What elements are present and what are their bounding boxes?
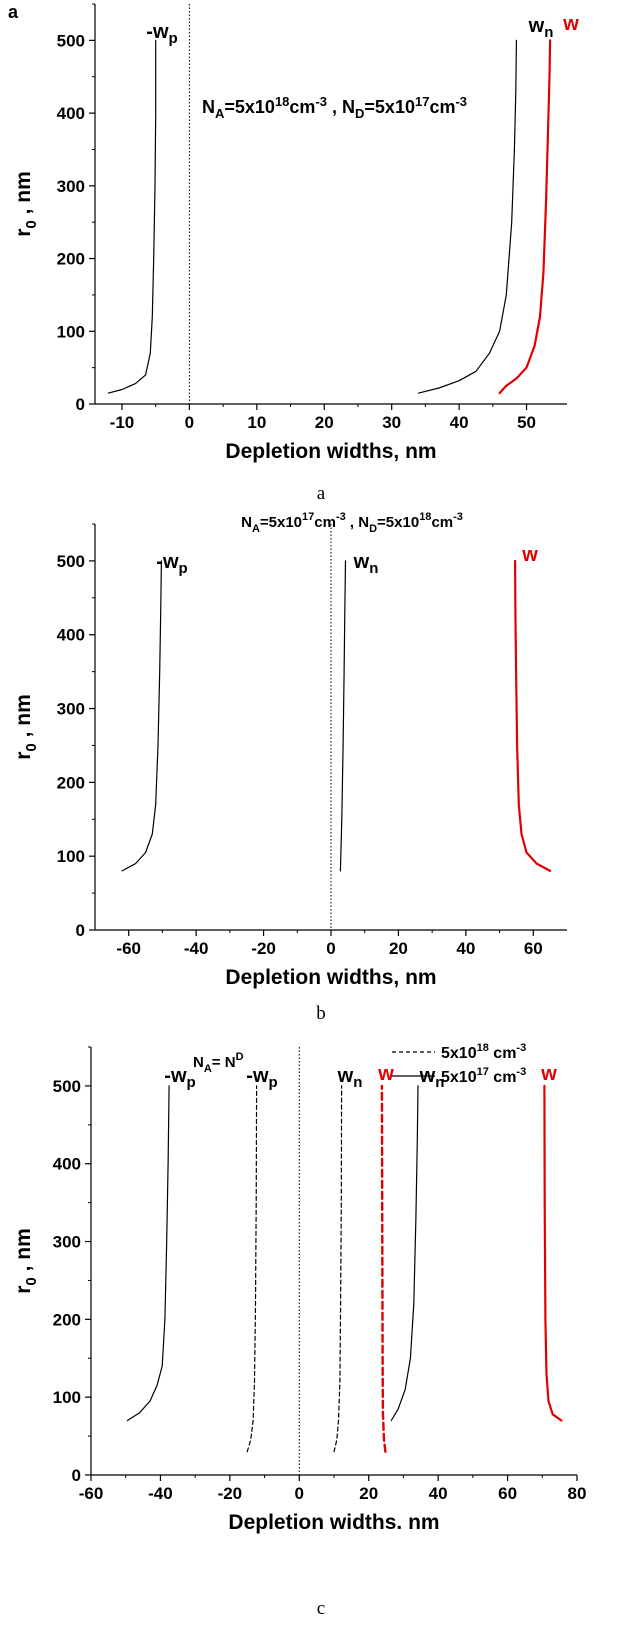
x-tick-label: 10 bbox=[247, 413, 266, 432]
y-tick-label: 200 bbox=[53, 1310, 81, 1329]
series-label-2: wn bbox=[353, 551, 379, 577]
series-label-2: -wp bbox=[246, 1065, 277, 1091]
x-tick-label: 20 bbox=[359, 1484, 378, 1503]
y-tick-label: 500 bbox=[57, 31, 85, 50]
series-line-2 bbox=[418, 39, 517, 394]
x-tick-label: 40 bbox=[429, 1484, 448, 1503]
caption-c: c bbox=[317, 1598, 325, 1619]
series-line-3 bbox=[333, 1085, 343, 1453]
series-line-2 bbox=[339, 560, 347, 872]
y-tick-label: 100 bbox=[57, 322, 85, 341]
chart-panel-2: -60 -40 -20 0 20 40 60 0 100 200 300 400 500 Depletio… bbox=[12, 511, 567, 989]
y-tick-label: 400 bbox=[57, 626, 85, 645]
caption-b: b bbox=[316, 1003, 326, 1024]
legend-label: 5x1018 cm-3 bbox=[441, 1042, 526, 1062]
y-axis-title: r0 , nm bbox=[12, 1228, 40, 1294]
x-tick-label: 50 bbox=[517, 413, 536, 432]
series-label-1: -wp bbox=[164, 1065, 195, 1091]
x-tick-label: -10 bbox=[110, 413, 135, 432]
x-tick-label: 20 bbox=[315, 413, 334, 432]
series-label-2: wn bbox=[528, 15, 554, 41]
y-tick-label: 200 bbox=[57, 773, 85, 792]
x-tick-label: -60 bbox=[116, 939, 141, 958]
x-tick-label: 80 bbox=[568, 1484, 587, 1503]
x-tick-label: -40 bbox=[184, 939, 209, 958]
series-line-6 bbox=[543, 1084, 563, 1422]
x-tick-label: 0 bbox=[295, 1484, 304, 1503]
y-tick-label: 300 bbox=[57, 700, 85, 719]
legend: 5x1018 cm-3 5x1017 cm-3 bbox=[392, 1042, 526, 1086]
x-tick-label: -20 bbox=[218, 1484, 243, 1503]
series-label-6: w bbox=[540, 1063, 557, 1085]
series-line-1 bbox=[107, 39, 157, 394]
doping-annotation: NA=5x1018cm-3 , ND=5x1017cm-3 bbox=[202, 94, 467, 121]
y-axis-title: r0 , nm bbox=[12, 171, 40, 237]
series-label-3: w bbox=[521, 544, 538, 566]
caption-a: a bbox=[317, 483, 326, 504]
chart-panel-3: -60 -40 -20 0 20 40 60 80 0 100 200 300 400 500 Deplet… bbox=[12, 1042, 586, 1534]
y-tick-label: 100 bbox=[57, 847, 85, 866]
doping-annotation: NA=5x1017cm-3 , ND=5x1018cm-3 bbox=[241, 511, 463, 535]
x-tick-label: -60 bbox=[79, 1484, 104, 1503]
legend-label: 5x1017 cm-3 bbox=[441, 1066, 526, 1086]
y-tick-label: 400 bbox=[57, 104, 85, 123]
series-line-4 bbox=[380, 1084, 387, 1453]
x-tick-label: -40 bbox=[148, 1484, 173, 1503]
series-label-1: -wp bbox=[146, 21, 177, 47]
series-label-1: -wp bbox=[156, 551, 187, 577]
series-line-1 bbox=[121, 560, 162, 872]
x-tick-label: 20 bbox=[389, 939, 408, 958]
x-tick-label: -20 bbox=[251, 939, 276, 958]
y-tick-label: 200 bbox=[57, 250, 85, 269]
y-tick-label: 100 bbox=[53, 1388, 81, 1407]
series-line-5 bbox=[390, 1085, 419, 1422]
series-line-3 bbox=[498, 39, 552, 395]
y-tick-label: 500 bbox=[57, 552, 85, 571]
x-tick-label: 30 bbox=[382, 413, 401, 432]
series-label-3: wn bbox=[337, 1065, 363, 1091]
panel-letter-a: a bbox=[8, 2, 19, 22]
y-tick-label: 0 bbox=[72, 1466, 81, 1485]
y-tick-label: 300 bbox=[53, 1233, 81, 1252]
series-label-4: w bbox=[377, 1063, 394, 1085]
y-tick-label: 0 bbox=[76, 395, 85, 414]
doping-annotation: NA= ND bbox=[193, 1051, 244, 1075]
x-tick-label: 0 bbox=[326, 939, 335, 958]
y-tick-label: 400 bbox=[53, 1155, 81, 1174]
series-label-3: w bbox=[562, 13, 579, 35]
y-tick-label: 0 bbox=[76, 921, 85, 940]
y-tick-label: 500 bbox=[53, 1077, 81, 1096]
y-axis-title: r0 , nm bbox=[12, 694, 40, 760]
x-tick-label: 60 bbox=[524, 939, 543, 958]
chart-panel-1: -10 0 10 20 30 40 500100200300400500Depletion … bbox=[12, 3, 579, 463]
x-axis-title: Depletion widths, nm bbox=[225, 440, 436, 463]
series-line-1 bbox=[126, 1085, 170, 1422]
x-tick-label: 40 bbox=[450, 413, 469, 432]
x-axis-title: Depletion widths, nm bbox=[225, 966, 436, 989]
y-tick-label: 300 bbox=[57, 177, 85, 196]
x-tick-label: 40 bbox=[456, 939, 475, 958]
x-tick-label: 60 bbox=[498, 1484, 517, 1503]
x-tick-label: 0 bbox=[185, 413, 194, 432]
x-axis-title: Depletion widths. nm bbox=[228, 1511, 439, 1534]
series-line-2 bbox=[246, 1085, 258, 1453]
series-line-3 bbox=[514, 559, 552, 872]
